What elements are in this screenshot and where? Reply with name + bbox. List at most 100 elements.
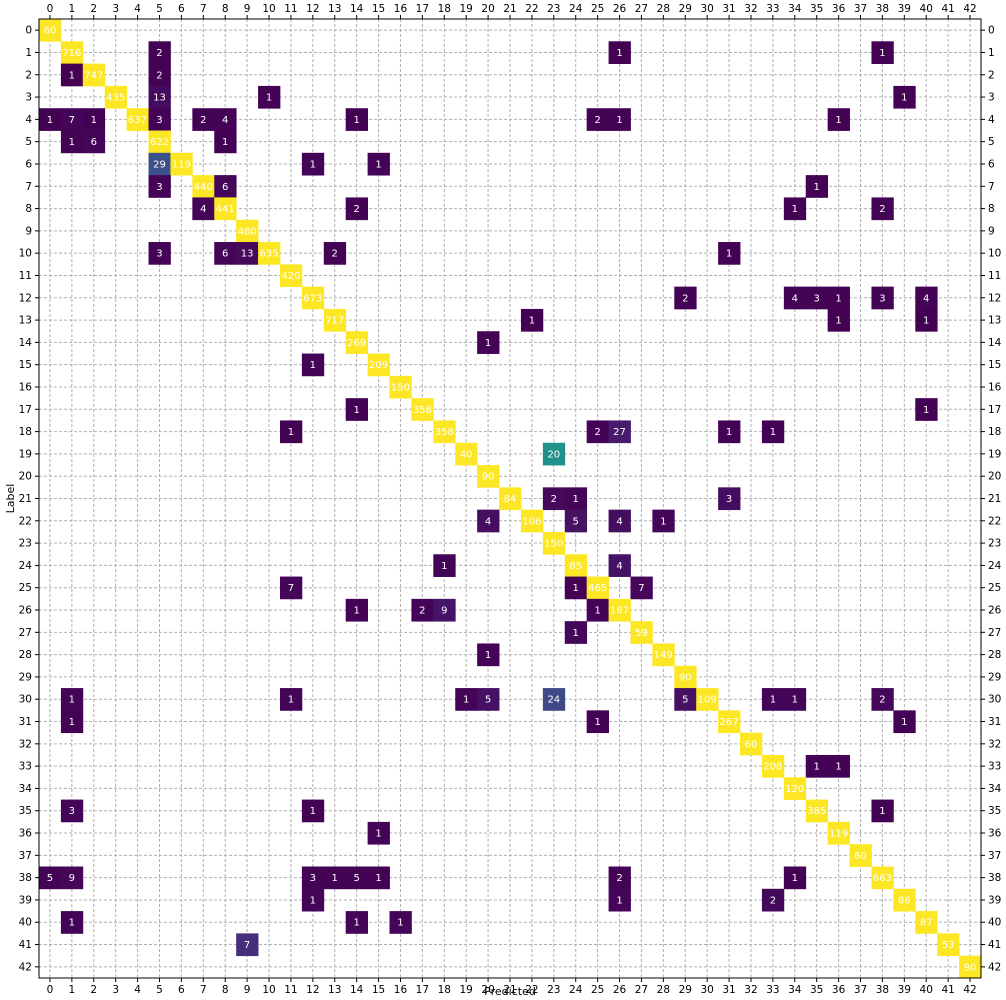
heatmap-cell: [39, 108, 62, 131]
x-tick-label-top: 18: [438, 3, 451, 15]
cell-value-label: 119: [172, 159, 191, 170]
cell-value-label: 2: [200, 115, 206, 126]
x-tick-label-bottom: 26: [613, 984, 627, 996]
heatmap-cell: [39, 19, 62, 42]
heatmap-cell: [367, 821, 390, 845]
x-tick-label-bottom: 6: [178, 984, 185, 996]
x-tick-label-bottom: 14: [350, 984, 364, 996]
cell-value-label: 1: [463, 695, 469, 706]
x-tick-label-top: 15: [372, 3, 385, 15]
heatmap-cell: [586, 420, 609, 444]
x-tick-label-bottom: 31: [722, 984, 735, 996]
heatmap-cell: [214, 130, 237, 154]
y-tick-label-left: 0: [25, 25, 32, 37]
cell-value-label: 2: [594, 115, 600, 126]
y-tick-label-left: 25: [19, 582, 32, 594]
heatmap-cell: [258, 85, 281, 109]
cell-value-label: 9: [441, 606, 447, 617]
heatmap-cell: [236, 242, 259, 265]
cell-value-label: 208: [763, 762, 782, 773]
cell-value-label: 4: [616, 561, 622, 572]
cell-value-label: 637: [128, 115, 147, 126]
y-tick-label-left: 6: [25, 158, 32, 170]
cell-value-label: 622: [150, 137, 169, 148]
y-tick-label-left: 29: [19, 671, 32, 683]
x-tick-label-top: 31: [722, 3, 735, 15]
cell-value-label: 1: [616, 48, 622, 59]
y-tick-label-left: 14: [19, 337, 33, 349]
heatmap-cell: [214, 197, 237, 221]
heatmap-cell: [564, 576, 588, 600]
cell-value-label: 9: [69, 873, 75, 884]
cell-value-label: 1: [770, 695, 776, 706]
heatmap-cell: [586, 598, 609, 622]
heatmap-cell: [915, 308, 938, 332]
heatmap-cell: [893, 710, 916, 734]
cell-value-label: 1: [923, 405, 929, 416]
x-tick-label-top: 19: [459, 3, 472, 15]
heatmap-cell: [718, 710, 741, 734]
heatmap-cell: [783, 866, 807, 890]
x-tick-label-bottom: 35: [810, 984, 823, 996]
x-tick-label-bottom: 7: [200, 984, 207, 996]
x-tick-label-top: 21: [503, 3, 516, 15]
x-tick-label-bottom: 0: [47, 984, 54, 996]
heatmap-cell: [236, 933, 259, 957]
y-tick-label-right: 3: [988, 92, 995, 104]
cell-value-label: 7: [69, 115, 75, 126]
y-tick-label-left: 22: [19, 515, 32, 527]
heatmap-cell: [520, 509, 544, 533]
y-tick-label-left: 33: [19, 761, 32, 773]
heatmap-cell: [674, 286, 697, 310]
cell-value-label: 13: [241, 249, 254, 260]
cell-value-label: 1: [814, 762, 820, 773]
y-tick-label-left: 35: [19, 805, 32, 817]
y-tick-label-right: 13: [988, 315, 1001, 327]
heatmap-cell: [60, 911, 84, 934]
cell-value-label: 1: [792, 695, 798, 706]
cell-value-label: 119: [829, 829, 848, 840]
cell-value-label: 1: [814, 182, 820, 193]
x-tick-label-top: 42: [963, 3, 976, 15]
cell-value-label: 1: [375, 829, 381, 840]
cell-value-label: 5: [573, 516, 579, 527]
cell-value-label: 150: [544, 539, 563, 550]
cell-value-label: 90: [964, 962, 977, 973]
cell-value-label: 358: [413, 405, 432, 416]
heatmap-cell: [389, 375, 412, 399]
heatmap-cell: [761, 420, 785, 444]
cell-value-label: 1: [288, 695, 294, 706]
x-tick-label-bottom: 17: [416, 984, 429, 996]
cell-value-label: 673: [303, 293, 322, 304]
cell-value-label: 2: [156, 70, 162, 81]
cell-value-label: 1: [835, 316, 841, 327]
x-tick-label-bottom: 4: [134, 984, 141, 996]
heatmap-cell: [674, 665, 697, 689]
x-tick-label-top: 30: [700, 3, 713, 15]
cell-value-label: 60: [745, 739, 758, 750]
cell-value-label: 1: [594, 606, 600, 617]
x-tick-label-top: 11: [284, 3, 297, 15]
x-tick-label-bottom: 15: [372, 984, 385, 996]
cell-value-label: 1: [69, 918, 75, 929]
heatmap-cell: [367, 866, 390, 890]
cell-value-label: 29: [153, 159, 166, 170]
cell-value-label: 1: [353, 115, 359, 126]
heatmap-cell: [367, 152, 390, 176]
y-tick-label-left: 37: [19, 850, 32, 862]
heatmap-cell: [345, 866, 369, 890]
cell-value-label: 3: [310, 873, 316, 884]
heatmap-cell: [542, 442, 566, 466]
x-tick-label-bottom: 27: [635, 984, 648, 996]
heatmap-cell: [542, 487, 566, 511]
cell-value-label: 385: [807, 806, 826, 817]
heatmap-cell: [805, 754, 829, 778]
cell-value-label: 1: [770, 427, 776, 438]
y-tick-label-left: 15: [19, 359, 32, 371]
x-tick-label-bottom: 19: [459, 984, 472, 996]
cell-value-label: 40: [460, 449, 473, 460]
x-tick-label-bottom: 39: [898, 984, 911, 996]
heatmap-cell: [805, 286, 829, 310]
heatmap-cell: [60, 710, 84, 734]
